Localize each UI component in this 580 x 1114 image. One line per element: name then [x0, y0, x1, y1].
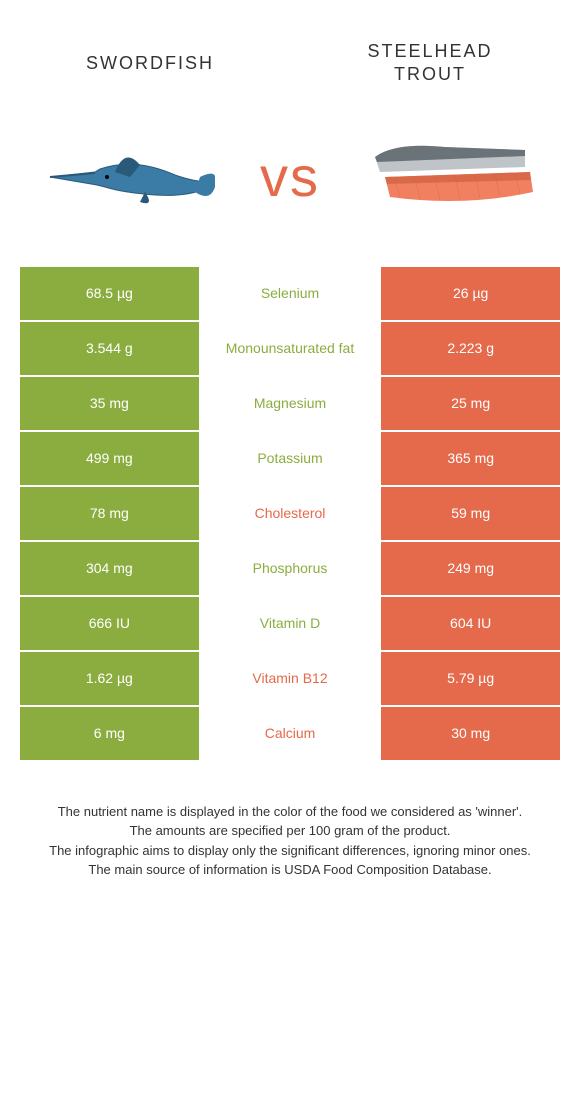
- swordfish-image: [40, 117, 220, 237]
- images-row: vs: [0, 107, 580, 267]
- right-value: 249 mg: [381, 542, 560, 597]
- nutrient-label: Magnesium: [201, 377, 382, 432]
- right-value: 604 IU: [381, 597, 560, 652]
- nutrient-label: Vitamin D: [201, 597, 382, 652]
- nutrient-label: Cholesterol: [201, 487, 382, 542]
- trout-image: [360, 117, 540, 237]
- nutrient-label: Monounsaturated fat: [201, 322, 382, 377]
- nutrient-label: Potassium: [201, 432, 382, 487]
- right-value: 5.79 µg: [381, 652, 560, 707]
- table-row: 6 mgCalcium30 mg: [20, 707, 560, 762]
- header: Swordfish Steelhead trout: [0, 0, 580, 107]
- footer-line: The main source of information is USDA F…: [20, 860, 560, 880]
- nutrient-label: Selenium: [201, 267, 382, 322]
- left-value: 35 mg: [20, 377, 201, 432]
- table-row: 35 mgMagnesium25 mg: [20, 377, 560, 432]
- left-value: 304 mg: [20, 542, 201, 597]
- footer-notes: The nutrient name is displayed in the co…: [0, 762, 580, 900]
- vs-label: vs: [260, 144, 320, 209]
- right-value: 365 mg: [381, 432, 560, 487]
- nutrient-label: Vitamin B12: [201, 652, 382, 707]
- right-value: 2.223 g: [381, 322, 560, 377]
- table-row: 3.544 gMonounsaturated fat2.223 g: [20, 322, 560, 377]
- left-value: 1.62 µg: [20, 652, 201, 707]
- left-value: 499 mg: [20, 432, 201, 487]
- left-value: 666 IU: [20, 597, 201, 652]
- table-row: 78 mgCholesterol59 mg: [20, 487, 560, 542]
- right-value: 25 mg: [381, 377, 560, 432]
- table-row: 666 IUVitamin D604 IU: [20, 597, 560, 652]
- right-value: 59 mg: [381, 487, 560, 542]
- nutrient-label: Phosphorus: [201, 542, 382, 597]
- table-row: 304 mgPhosphorus249 mg: [20, 542, 560, 597]
- right-value: 30 mg: [381, 707, 560, 762]
- right-value: 26 µg: [381, 267, 560, 322]
- footer-line: The infographic aims to display only the…: [20, 841, 560, 861]
- comparison-table: 68.5 µgSelenium26 µg3.544 gMonounsaturat…: [20, 267, 560, 762]
- footer-line: The nutrient name is displayed in the co…: [20, 802, 560, 822]
- table-row: 499 mgPotassium365 mg: [20, 432, 560, 487]
- table-row: 68.5 µgSelenium26 µg: [20, 267, 560, 322]
- left-value: 6 mg: [20, 707, 201, 762]
- title-right: Steelhead trout: [340, 40, 520, 87]
- left-value: 68.5 µg: [20, 267, 201, 322]
- table-row: 1.62 µgVitamin B125.79 µg: [20, 652, 560, 707]
- left-value: 78 mg: [20, 487, 201, 542]
- title-left: Swordfish: [60, 52, 240, 75]
- nutrient-label: Calcium: [201, 707, 382, 762]
- left-value: 3.544 g: [20, 322, 201, 377]
- footer-line: The amounts are specified per 100 gram o…: [20, 821, 560, 841]
